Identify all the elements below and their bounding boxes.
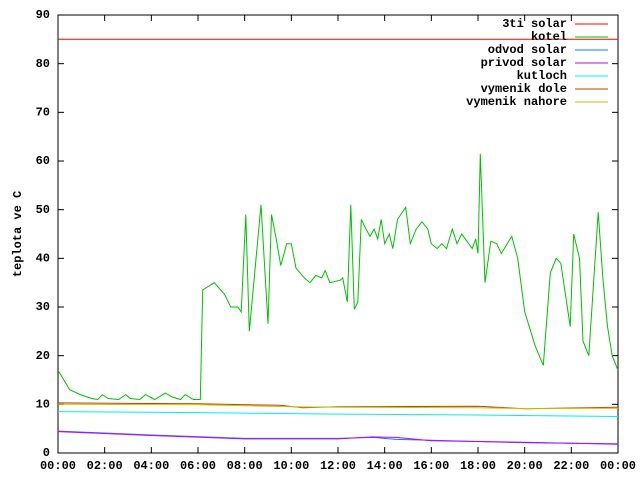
y-tick-label: 80 (36, 57, 50, 71)
x-tick-label: 04:00 (133, 459, 169, 473)
legend-label: kotel (531, 30, 567, 44)
x-tick-label: 06:00 (180, 459, 216, 473)
x-tick-label: 08:00 (227, 459, 263, 473)
x-tick-label: 18:00 (460, 459, 496, 473)
x-tick-label: 20:00 (507, 459, 543, 473)
series-line (57, 403, 619, 410)
y-tick-label: 20 (36, 349, 50, 363)
series-line (57, 431, 619, 445)
y-tick-label: 70 (36, 106, 50, 120)
y-tick-label: 90 (36, 8, 50, 22)
legend-label: vymenik nahore (466, 95, 567, 109)
y-tick-label: 60 (36, 154, 50, 168)
legend-label: vymenik dole (481, 82, 567, 96)
y-tick-label: 10 (36, 398, 50, 412)
x-tick-label: 00:00 (600, 459, 636, 473)
y-tick-label: 0 (43, 446, 50, 460)
legend-label: kutloch (517, 69, 567, 83)
x-tick-label: 22:00 (553, 459, 589, 473)
series-line (57, 411, 619, 417)
series-line (57, 153, 619, 401)
x-tick-label: 14:00 (367, 459, 403, 473)
y-tick-label: 50 (36, 203, 50, 217)
legend-label: 3ti solar (502, 17, 567, 31)
y-tick-label: 30 (36, 300, 50, 314)
legend-label: odvod solar (488, 43, 567, 57)
x-tick-label: 16:00 (413, 459, 449, 473)
y-tick-label: 40 (36, 252, 50, 266)
x-tick-label: 02:00 (87, 459, 123, 473)
y-axis-label: teplota ve C (11, 191, 25, 277)
legend-label: privod solar (481, 56, 567, 70)
x-tick-label: 10:00 (273, 459, 309, 473)
x-tick-label: 00:00 (40, 459, 76, 473)
x-tick-label: 12:00 (320, 459, 356, 473)
